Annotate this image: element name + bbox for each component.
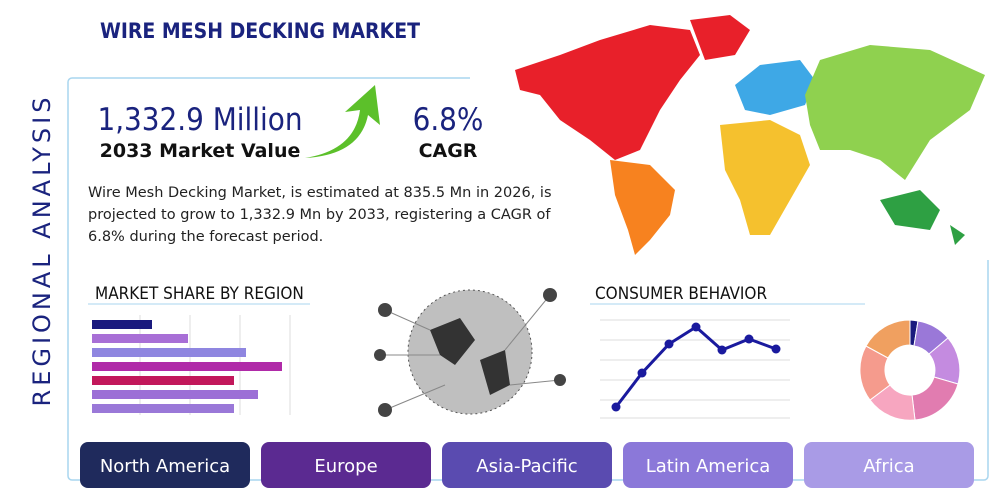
summary-box: Wire Mesh Decking Market, is estimated a… [88,185,552,245]
line-decoration [600,319,790,419]
growth-arrow [305,85,380,158]
highlight-value: 1,332.9 Million [97,102,302,138]
bar-decoration [92,315,291,415]
region-tab[interactable] [623,442,793,488]
region-tab[interactable] [804,442,974,488]
region-tabs: North America Europe Asia-Pacific Latin Ame… [80,442,974,488]
region-tab[interactable] [442,442,612,488]
region-tab[interactable] [80,442,250,488]
highlight-value: 6.8% [413,102,484,138]
donut-decoration [859,319,961,421]
title: WIRE MESH DECKING MARKET [100,19,420,43]
section-title: CONSUMER BEHAVIOR [595,284,767,304]
side-label: REGIONAL ANALYSIS [28,94,56,407]
region-tab[interactable] [261,442,431,488]
region-tab-label[interactable]: Latin America [646,456,771,477]
section-title: MARKET SHARE BY REGION [95,284,304,304]
region-tab-label[interactable]: Africa [863,456,914,477]
world-map [515,15,985,255]
region-tab-label[interactable]: Europe [314,456,377,477]
region-tab-label[interactable]: Asia-Pacific [476,456,577,477]
highlight-label: 2033 Market Value [100,140,301,162]
region-tab-label[interactable]: North America [100,456,230,477]
summary: Wire Mesh Decking Market, is estimated a… [88,185,552,245]
highlight-label: CAGR [419,140,478,162]
globe-decoration [374,288,566,417]
